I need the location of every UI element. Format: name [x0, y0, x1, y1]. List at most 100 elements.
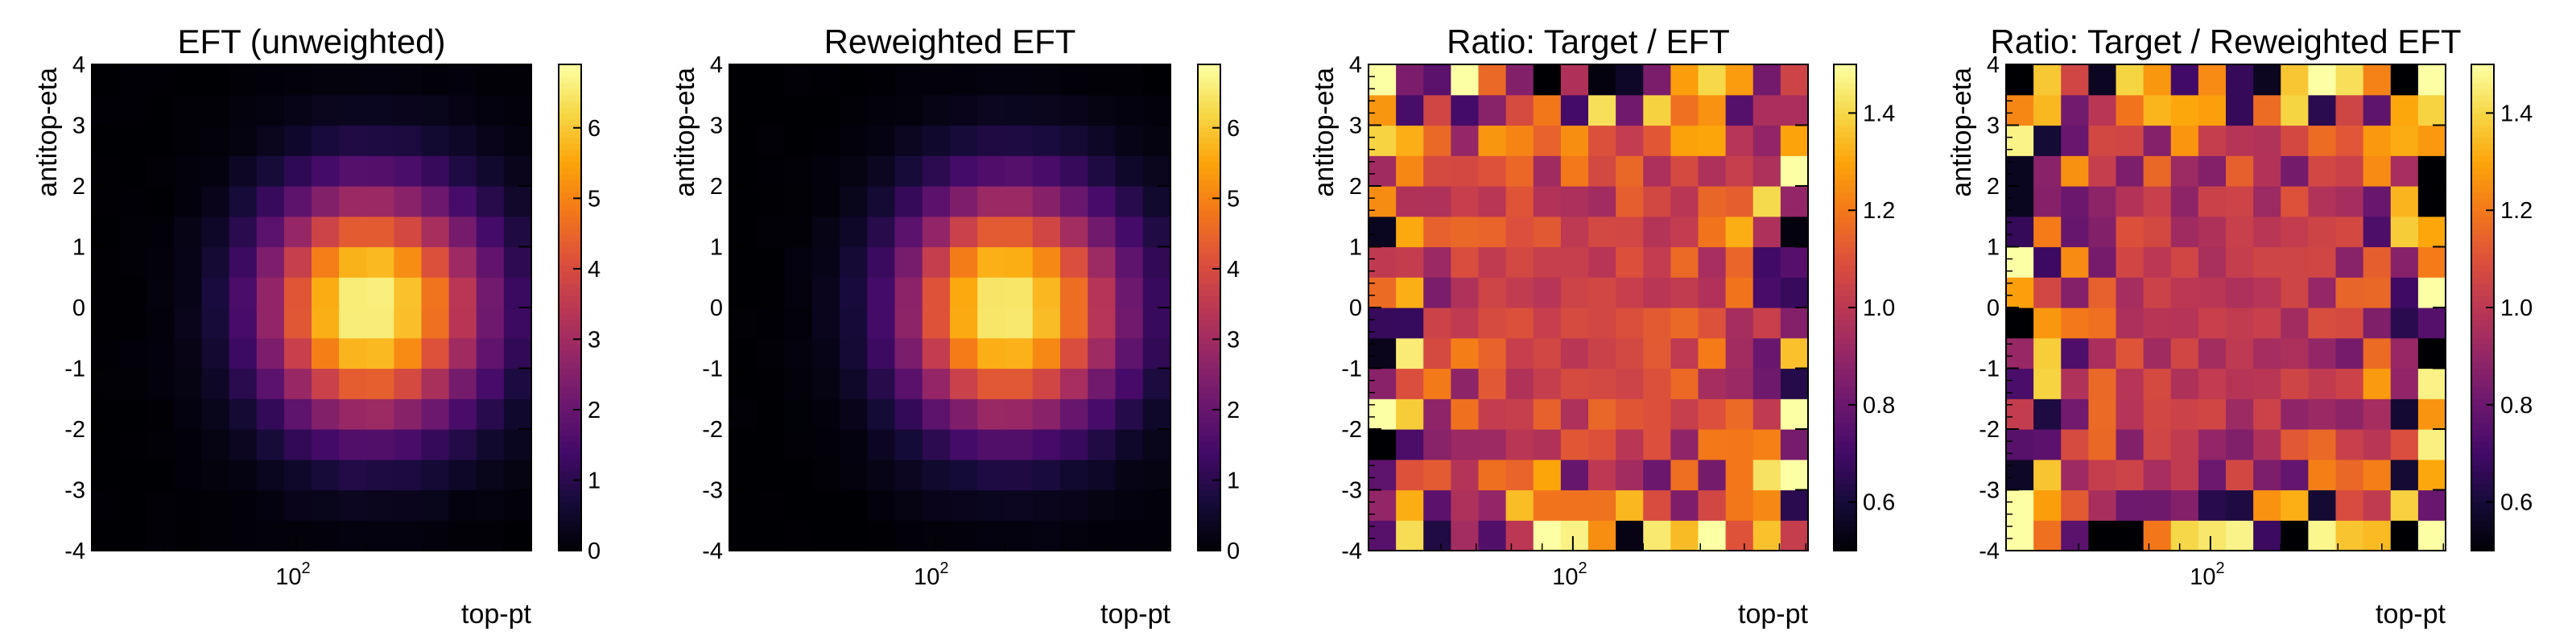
heatmap-cell: [729, 246, 758, 278]
heatmap-cell: [1670, 64, 1699, 96]
colorbar-segment: [2471, 270, 2494, 278]
heatmap-cell: [1060, 398, 1088, 430]
heatmap-cell: [757, 246, 786, 278]
heatmap-cell: [394, 337, 423, 369]
colorbar-segment: [1198, 283, 1220, 290]
heatmap-cell: [1451, 398, 1480, 430]
colorbar-segment: [1834, 64, 1856, 72]
colorbar-segment: [1834, 349, 1856, 357]
heatmap-cell: [2226, 216, 2254, 248]
heatmap-cell: [729, 186, 758, 217]
heatmap-cell: [2390, 94, 2419, 126]
heatmap-cell: [476, 277, 505, 308]
heatmap-cell: [1588, 64, 1616, 96]
heatmap-cell: [1478, 429, 1507, 460]
heatmap-cell: [2226, 64, 2254, 96]
heatmap-cell: [1423, 277, 1451, 308]
heatmap-cell: [339, 459, 367, 491]
heatmap-cell: [2143, 64, 2172, 96]
heatmap-cell: [1560, 337, 1589, 369]
heatmap-cell: [2226, 459, 2254, 491]
heatmap-cell: [1115, 94, 1144, 126]
heatmap-cell: [1088, 64, 1117, 96]
heatmap-cell: [119, 489, 147, 521]
heatmap-cell: [1752, 277, 1781, 308]
colorbar-segment: [1834, 313, 1856, 320]
colorbar-segment: [2471, 70, 2494, 77]
heatmap-cell: [1725, 459, 1754, 491]
colorbar-segment: [2471, 106, 2494, 114]
heatmap-cell: [1752, 489, 1781, 521]
heatmap-cell: [894, 155, 923, 187]
heatmap-cell: [229, 94, 258, 126]
heatmap-cell: [1670, 368, 1699, 399]
heatmap-cell: [283, 520, 312, 551]
colorbar-segment: [2471, 441, 2494, 448]
colorbar-segment: [559, 106, 581, 114]
heatmap-cell: [2253, 308, 2281, 339]
heatmap-cell: [503, 368, 532, 399]
colorbar-segment: [1834, 228, 1856, 235]
colorbar-segment: [559, 320, 581, 327]
colorbar-segment: [559, 283, 581, 290]
heatmap-cell: [2226, 520, 2254, 551]
colorbar-segment: [2471, 325, 2494, 332]
heatmap-cell: [2198, 459, 2227, 491]
y-tick-label: -3: [702, 478, 723, 504]
heatmap-cell: [1423, 489, 1451, 521]
heatmap-cell: [840, 94, 868, 126]
heatmap-cell: [2116, 429, 2145, 460]
colorbar-segment: [559, 149, 581, 156]
heatmap-cell: [1478, 94, 1507, 126]
heatmap-cell: [2170, 368, 2199, 399]
heatmap-cell: [1115, 429, 1144, 460]
heatmap-cell: [2226, 246, 2254, 278]
heatmap-cell: [1780, 520, 1809, 551]
heatmap-cell: [1451, 489, 1480, 521]
heatmap-cell: [312, 125, 340, 156]
heatmap-cell: [840, 308, 868, 339]
heatmap-cell: [894, 368, 923, 399]
heatmap-cell: [1451, 429, 1480, 460]
heatmap-cell: [1115, 520, 1144, 551]
colorbar-segment: [1198, 234, 1220, 242]
colorbar-segment: [1198, 337, 1220, 345]
colorbar-segment: [1198, 508, 1220, 515]
heatmap-cell: [1060, 155, 1088, 187]
heatmap-cell: [1533, 398, 1562, 430]
heatmap-cell: [1752, 64, 1781, 96]
heatmap-cell: [840, 246, 868, 278]
colorbar-segment: [559, 89, 581, 96]
heatmap-cell: [2308, 429, 2337, 460]
heatmap-cell: [421, 94, 450, 126]
colorbar-segment: [2471, 204, 2494, 211]
y-tick-label: -2: [64, 417, 85, 443]
heatmap-cell: [448, 246, 477, 278]
colorbar-segment: [1198, 76, 1220, 84]
heatmap-cell: [950, 398, 978, 430]
heatmap-cell: [448, 216, 477, 248]
heatmap-cell: [757, 489, 786, 521]
heatmap-cell: [256, 429, 285, 460]
heatmap-cell: [366, 246, 394, 278]
heatmap-cell: [2308, 186, 2337, 217]
heatmap-cell: [922, 520, 951, 551]
colorbar-segment: [2471, 514, 2494, 521]
heatmap-cell: [1032, 186, 1061, 217]
heatmap-cell: [784, 94, 813, 126]
heatmap-cell: [922, 337, 951, 369]
heatmap-cell: [1032, 398, 1061, 430]
heatmap-cell: [2061, 216, 2089, 248]
heatmap-cell: [2308, 64, 2337, 96]
colorbar-segment: [559, 386, 581, 394]
heatmap-cell: [2308, 459, 2337, 491]
heatmap-cell: [1533, 186, 1562, 217]
heatmap-cell: [503, 398, 532, 430]
heatmap-cell: [977, 459, 1006, 491]
colorbar-segment: [2471, 356, 2494, 363]
heatmap-cell: [2061, 277, 2089, 308]
colorbar-segment: [1834, 404, 1856, 411]
heatmap-cell: [2281, 520, 2309, 551]
heatmap-cell: [366, 368, 394, 399]
heatmap-cell: [784, 277, 813, 308]
